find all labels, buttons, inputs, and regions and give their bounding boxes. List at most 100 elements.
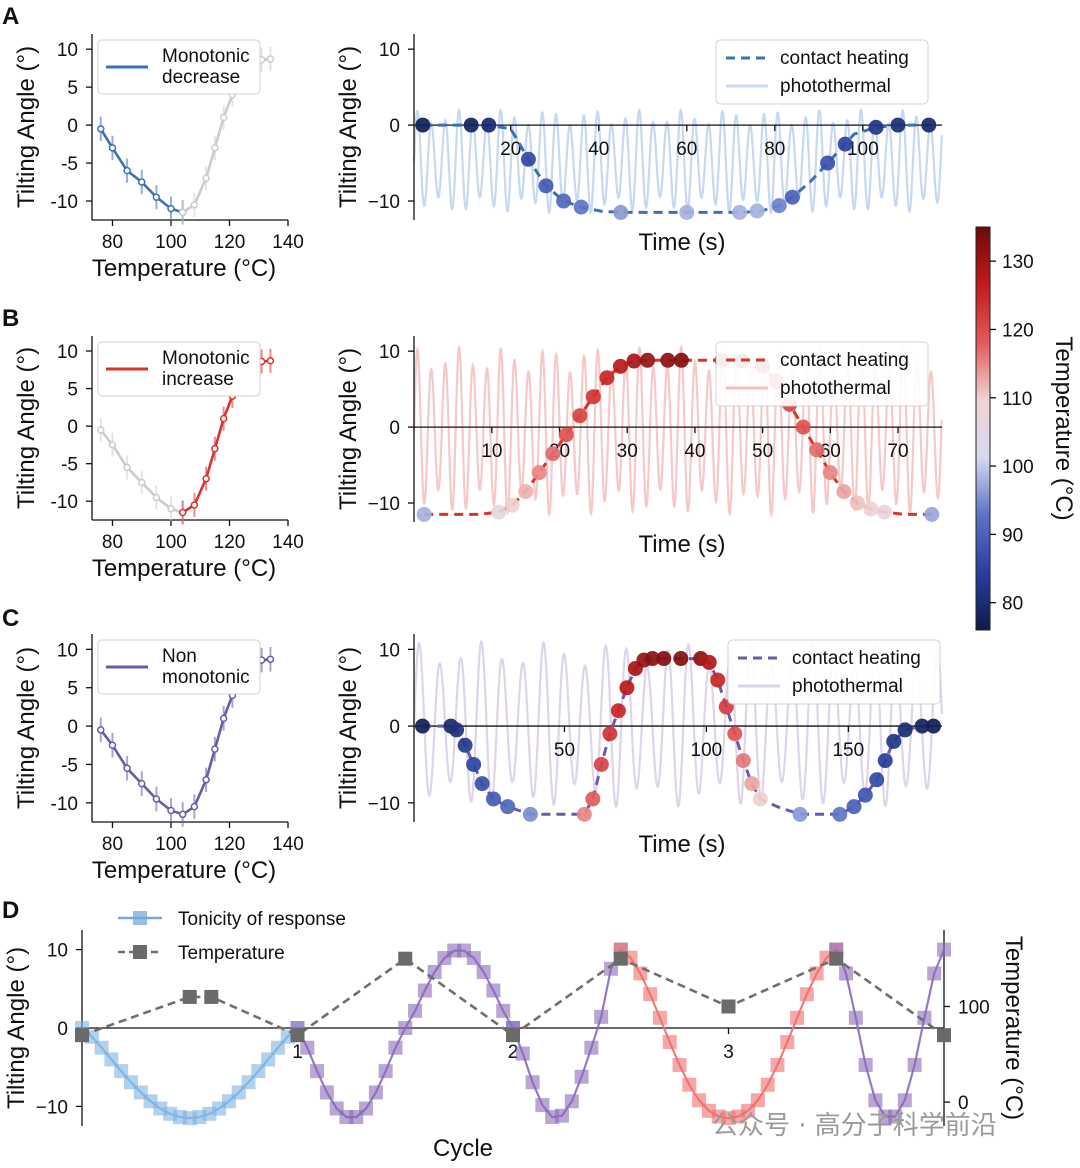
- D-y2-tick-label: 0: [958, 1093, 969, 1114]
- C-right-temperature-marker: [500, 799, 516, 815]
- B-right-temperature-marker: [795, 419, 811, 435]
- B-right-temperature-marker: [572, 408, 588, 424]
- B-right-x-tick-label: 10: [481, 441, 502, 462]
- A-right-x-tick-label: 40: [588, 139, 609, 160]
- A-left-point: [266, 55, 275, 63]
- B-left-chart: 10 5 0 -5 -10 Tilting Angle (°) 80 100 120 140Tem…: [13, 336, 304, 582]
- B-right-y-tick-label: 10: [379, 342, 400, 363]
- A-right-temperature-marker: [679, 204, 695, 220]
- D-tonicity-marker: [917, 1010, 932, 1025]
- B-right-temperature-marker: [504, 497, 520, 513]
- A-left-chart: 10 5 0 -5 -10 Tilting Angle (°) 80 100 120 140Tem…: [13, 34, 304, 282]
- C-right-x-tick-label: 100: [691, 740, 723, 761]
- C-left-y-tick-label: -10: [51, 794, 78, 815]
- D-tonicity-marker: [310, 1064, 325, 1079]
- A-right-temperature-marker: [921, 117, 937, 133]
- A-left-x-tick-label: 100: [155, 232, 187, 253]
- C-left-chart: 10 5 0 -5 -10 Tilting Angle (°) 80 100 120 140Tem…: [13, 634, 304, 884]
- D-tonicity-marker: [888, 1109, 903, 1124]
- B-right-temperature-marker: [924, 506, 940, 522]
- D-temperature-marker: [204, 989, 219, 1004]
- A-left-y-tick-label: 5: [67, 78, 78, 99]
- D-tonicity-marker: [466, 951, 481, 966]
- D-tonicity-marker: [515, 1046, 530, 1061]
- B-left-y-tick-label: 5: [67, 380, 78, 401]
- A-left-point: [178, 208, 187, 217]
- D-tonicity-marker: [241, 1075, 256, 1090]
- panel-label-c: C: [2, 605, 19, 632]
- B-right-temperature-marker: [626, 353, 642, 369]
- C-right-temperature-marker: [735, 753, 751, 769]
- B-right-temperature-marker: [491, 504, 507, 520]
- C-left-y-tick-label: 0: [67, 717, 78, 738]
- D-tonicity-marker: [750, 1093, 765, 1108]
- D-legend-swatch: [133, 911, 147, 925]
- D-x-tick-label: 2: [508, 1042, 519, 1063]
- B-right-temperature-marker: [545, 446, 561, 462]
- D-y-tick-label: 0: [57, 1019, 68, 1040]
- C-left-legend-box: [97, 639, 261, 695]
- A-right-temperature-marker: [573, 199, 589, 215]
- A-left-y-tick-label: -10: [51, 192, 78, 213]
- C-right-legend-label: photothermal: [792, 676, 903, 697]
- B-left-point: [167, 504, 175, 513]
- D-tonicity-marker: [398, 1021, 413, 1035]
- B-left-point: [266, 357, 275, 365]
- D-legend: Tonicity of response Temperature: [118, 909, 346, 964]
- D-temperature-marker: [182, 989, 197, 1004]
- D-y-tick-label: −10: [36, 1097, 68, 1118]
- D-tonicity-marker: [378, 1064, 393, 1079]
- panel-labels: A B C D: [2, 3, 19, 924]
- C-left-legend-label: monotonic: [162, 667, 250, 688]
- C-left-point: [178, 810, 187, 819]
- C-left-x-tick-label: 140: [272, 834, 304, 855]
- C-right-x-tick-label: 150: [832, 740, 864, 761]
- C-right-temperature-marker: [869, 772, 885, 788]
- C-right-temperature-marker: [897, 722, 913, 738]
- B-right-y-axis-label: Tilting Angle (°): [335, 348, 362, 510]
- D-tonicity-marker: [858, 1057, 873, 1072]
- A-right-y-tick-label: −10: [368, 192, 400, 213]
- C-right-legend-box: [727, 639, 941, 705]
- A-right-legend-label: contact heating: [780, 48, 909, 69]
- B-right-temperature-marker: [416, 506, 432, 522]
- A-left-x-tick-label: 80: [102, 232, 123, 253]
- panel-label-b: B: [2, 305, 19, 332]
- C-right-temperature-marker: [593, 756, 609, 772]
- D-tonicity-marker: [270, 1040, 285, 1055]
- B-right-temperature-marker: [518, 484, 534, 500]
- colorbar-tick-label: 110: [1002, 389, 1032, 410]
- B-right-temperature-marker: [599, 370, 615, 386]
- A-right-x-axis-label: Time (s): [638, 229, 725, 256]
- B-right-legend-label: contact heating: [780, 350, 909, 371]
- colorbar-tick-label: 90: [1002, 525, 1023, 546]
- C-right-temperature-marker: [925, 718, 941, 734]
- B-right-temperature-marker: [836, 484, 852, 500]
- A-right-x-tick-label: 20: [500, 139, 521, 160]
- D-tonicity-marker: [907, 1057, 922, 1072]
- D-tonicity-marker: [574, 1069, 589, 1084]
- C-right-temperature-marker: [846, 799, 862, 815]
- A-left-point: [97, 125, 105, 133]
- B-right-temperature-marker: [809, 442, 825, 458]
- D-tonicity-marker: [790, 1010, 805, 1025]
- C-left-y-axis-label: Tilting Angle (°): [13, 647, 40, 809]
- A-left-point: [167, 204, 175, 213]
- B-left-point: [211, 444, 219, 453]
- D-y-tick-label: 10: [47, 941, 68, 962]
- A-left-point: [211, 144, 219, 152]
- A-left-x-tick-label: 140: [272, 232, 304, 253]
- A-right-temperature-marker: [732, 204, 748, 220]
- A-right-temperature-marker: [463, 117, 479, 133]
- B-left-legend-label: increase: [162, 369, 234, 390]
- colorbar-bar: [975, 226, 991, 631]
- A-left-point: [123, 166, 131, 175]
- A-right-legend-label: photothermal: [780, 76, 891, 97]
- D-tonicity-marker: [897, 1093, 912, 1108]
- D-tonicity-marker: [741, 1103, 756, 1118]
